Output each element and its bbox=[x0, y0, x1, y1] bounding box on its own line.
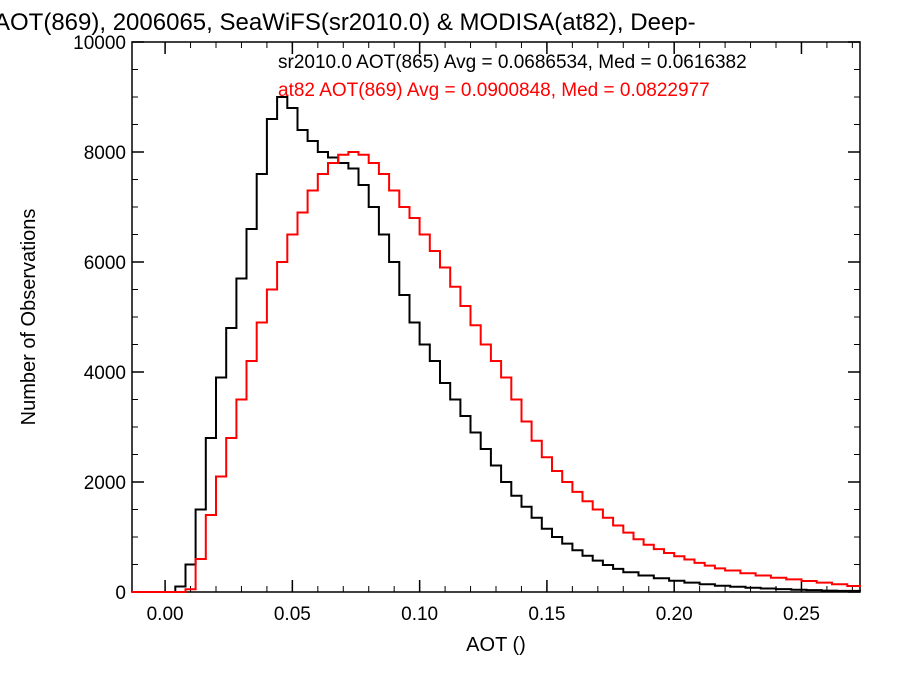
x-tick-label: 0.10 bbox=[401, 604, 438, 625]
series-line-at82 bbox=[132, 151, 861, 593]
x-axis-label: AOT () bbox=[466, 634, 526, 656]
x-tick-label: 0.05 bbox=[274, 604, 311, 625]
plot-frame bbox=[131, 41, 861, 593]
x-tick-label: 0.20 bbox=[656, 604, 693, 625]
series-line-sr2010-0 bbox=[132, 96, 861, 593]
y-tick-label: 8000 bbox=[84, 143, 126, 164]
x-axis-ticks: 0.00 0.05 0.10 0.15 0.20 0.25 bbox=[147, 42, 853, 625]
series-annotation-sr2010: sr2010.0 AOT(865) Avg = 0.0686534, Med =… bbox=[278, 52, 747, 73]
y-tick-label: 0 bbox=[115, 583, 126, 604]
series-annotation-at82: at82 AOT(869) Avg = 0.0900848, Med = 0.0… bbox=[278, 80, 710, 101]
y-tick-label: 10000 bbox=[73, 33, 126, 54]
y-axis-label: Number of Observations bbox=[18, 209, 40, 426]
series-layer bbox=[132, 96, 861, 593]
x-tick-label: 0.00 bbox=[147, 604, 184, 625]
y-tick-label: 6000 bbox=[84, 253, 126, 274]
chart-title: AOT(869), 2006065, SeaWiFS(sr2010.0) & M… bbox=[0, 9, 696, 36]
y-tick-label: 2000 bbox=[84, 473, 126, 494]
x-tick-label: 0.15 bbox=[528, 604, 565, 625]
y-axis-ticks: 0 2000 4000 6000 8000 10000 bbox=[73, 33, 860, 604]
x-tick-label: 0.25 bbox=[783, 604, 820, 625]
y-tick-label: 4000 bbox=[84, 363, 126, 384]
